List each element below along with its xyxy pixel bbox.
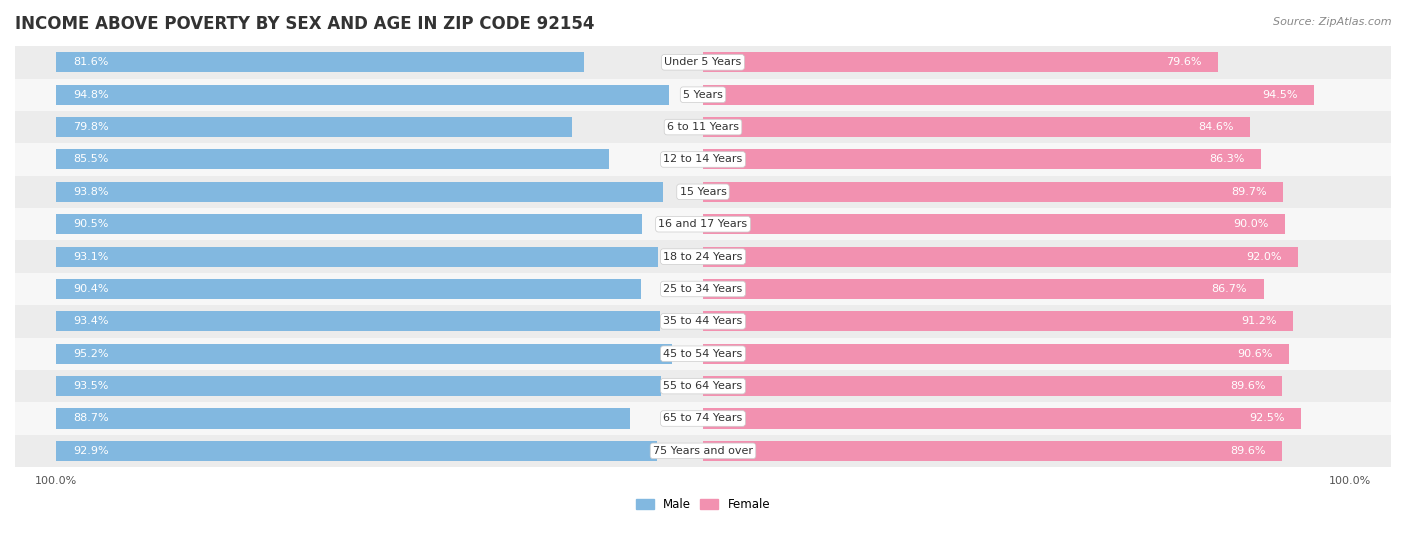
Bar (703, 182, 1284, 202)
Text: 5 Years: 5 Years (683, 89, 723, 100)
Text: 92.0%: 92.0% (1246, 252, 1281, 262)
Text: 45 to 54 Years: 45 to 54 Years (664, 349, 742, 359)
Bar (0, 435, 1406, 467)
Bar (56, 214, 641, 234)
Text: 93.4%: 93.4% (73, 316, 108, 326)
Bar (703, 53, 1218, 72)
Text: 91.2%: 91.2% (1241, 316, 1277, 326)
Bar (56, 117, 572, 137)
Bar (56, 344, 672, 364)
Text: 16 and 17 Years: 16 and 17 Years (658, 219, 748, 229)
Bar (56, 311, 661, 331)
Text: 12 to 14 Years: 12 to 14 Years (664, 154, 742, 164)
Text: 81.6%: 81.6% (73, 58, 108, 67)
Bar (703, 214, 1285, 234)
Bar (56, 409, 630, 429)
Text: 89.7%: 89.7% (1232, 187, 1267, 197)
Bar (0, 338, 1406, 370)
Bar (0, 402, 1406, 435)
Text: 88.7%: 88.7% (73, 414, 108, 424)
Text: 55 to 64 Years: 55 to 64 Years (664, 381, 742, 391)
Text: 89.6%: 89.6% (1230, 381, 1265, 391)
Text: 90.6%: 90.6% (1237, 349, 1272, 359)
Text: 89.6%: 89.6% (1230, 446, 1265, 456)
Bar (703, 279, 1264, 299)
Text: 92.9%: 92.9% (73, 446, 108, 456)
Legend: Male, Female: Male, Female (631, 493, 775, 516)
Text: 86.7%: 86.7% (1212, 284, 1247, 294)
Bar (0, 176, 1406, 208)
Bar (0, 143, 1406, 176)
Text: 90.4%: 90.4% (73, 284, 108, 294)
Text: 79.8%: 79.8% (73, 122, 108, 132)
Text: 84.6%: 84.6% (1198, 122, 1233, 132)
Bar (56, 376, 661, 396)
Bar (703, 247, 1298, 267)
Bar (0, 46, 1406, 78)
Text: 93.8%: 93.8% (73, 187, 108, 197)
Text: 75 Years and over: 75 Years and over (652, 446, 754, 456)
Text: 85.5%: 85.5% (73, 154, 108, 164)
Bar (703, 117, 1250, 137)
Bar (0, 111, 1406, 143)
Bar (56, 247, 658, 267)
Text: Under 5 Years: Under 5 Years (665, 58, 741, 67)
Text: 15 Years: 15 Years (679, 187, 727, 197)
Text: 6 to 11 Years: 6 to 11 Years (666, 122, 740, 132)
Bar (703, 376, 1282, 396)
Text: 79.6%: 79.6% (1166, 58, 1201, 67)
Bar (0, 370, 1406, 402)
Bar (56, 441, 657, 461)
Text: 65 to 74 Years: 65 to 74 Years (664, 414, 742, 424)
Bar (0, 208, 1406, 240)
Bar (703, 84, 1315, 105)
Text: 94.8%: 94.8% (73, 89, 108, 100)
Text: 86.3%: 86.3% (1209, 154, 1244, 164)
Bar (703, 311, 1292, 331)
Text: 35 to 44 Years: 35 to 44 Years (664, 316, 742, 326)
Bar (56, 84, 669, 105)
Bar (0, 78, 1406, 111)
Text: 18 to 24 Years: 18 to 24 Years (664, 252, 742, 262)
Text: 90.0%: 90.0% (1233, 219, 1268, 229)
Bar (0, 273, 1406, 305)
Bar (703, 344, 1289, 364)
Text: 90.5%: 90.5% (73, 219, 108, 229)
Text: INCOME ABOVE POVERTY BY SEX AND AGE IN ZIP CODE 92154: INCOME ABOVE POVERTY BY SEX AND AGE IN Z… (15, 15, 595, 33)
Text: 93.1%: 93.1% (73, 252, 108, 262)
Bar (703, 441, 1282, 461)
Bar (703, 409, 1301, 429)
Text: 95.2%: 95.2% (73, 349, 108, 359)
Text: Source: ZipAtlas.com: Source: ZipAtlas.com (1274, 17, 1392, 27)
Bar (56, 53, 583, 72)
Bar (56, 149, 609, 169)
Text: 92.5%: 92.5% (1249, 414, 1285, 424)
Text: 93.5%: 93.5% (73, 381, 108, 391)
Bar (0, 240, 1406, 273)
Bar (56, 182, 662, 202)
Text: 25 to 34 Years: 25 to 34 Years (664, 284, 742, 294)
Bar (56, 279, 641, 299)
Bar (703, 149, 1261, 169)
Bar (0, 305, 1406, 338)
Text: 94.5%: 94.5% (1263, 89, 1298, 100)
